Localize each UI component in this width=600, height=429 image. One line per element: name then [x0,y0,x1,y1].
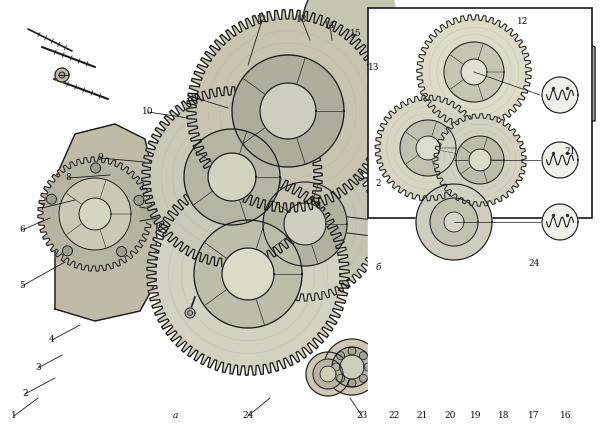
Polygon shape [514,79,526,91]
Text: 3: 3 [35,363,41,372]
Polygon shape [413,62,447,96]
Text: 6: 6 [19,226,25,235]
Polygon shape [116,247,127,257]
Polygon shape [260,83,316,139]
Polygon shape [517,55,579,117]
Polygon shape [340,355,364,379]
Text: 8: 8 [65,173,71,182]
Polygon shape [258,196,342,232]
Polygon shape [339,216,421,242]
Polygon shape [185,308,195,318]
Polygon shape [59,72,65,78]
Polygon shape [348,379,356,387]
Polygon shape [142,87,322,267]
Polygon shape [337,375,344,382]
Polygon shape [324,339,380,395]
Text: 4: 4 [49,335,55,344]
Polygon shape [147,173,349,375]
Polygon shape [542,204,578,240]
Polygon shape [571,52,589,70]
Text: 11: 11 [190,94,202,103]
Polygon shape [461,59,487,85]
Polygon shape [416,136,440,160]
Polygon shape [62,246,73,256]
Polygon shape [134,195,144,205]
Text: 7: 7 [39,203,45,212]
Polygon shape [300,0,400,138]
Polygon shape [542,142,578,178]
Text: 18: 18 [498,411,510,420]
Text: 23: 23 [356,411,368,420]
Polygon shape [571,98,589,116]
Polygon shape [565,39,595,121]
Polygon shape [368,211,592,421]
Polygon shape [444,42,504,102]
Text: 10: 10 [142,108,154,117]
Polygon shape [332,363,340,371]
Polygon shape [337,352,344,360]
Text: 2: 2 [22,390,28,399]
Polygon shape [484,75,500,91]
Bar [368,8,592,218]
Text: 1: 1 [11,411,17,420]
Polygon shape [194,220,302,328]
Text: 19: 19 [470,411,482,420]
Polygon shape [59,178,131,250]
Text: 22: 22 [388,411,400,420]
Polygon shape [434,114,526,206]
Polygon shape [320,366,336,382]
Polygon shape [475,66,509,100]
Text: а: а [172,411,178,420]
Polygon shape [444,212,464,232]
Polygon shape [306,352,350,396]
Text: 21: 21 [565,148,575,157]
Text: 13: 13 [296,15,308,24]
Polygon shape [422,71,438,87]
Polygon shape [416,184,492,260]
Text: 9: 9 [97,154,103,163]
Polygon shape [188,311,193,315]
Polygon shape [397,46,463,112]
Polygon shape [38,157,152,271]
Text: 24: 24 [242,411,254,420]
Polygon shape [364,363,372,371]
Polygon shape [400,120,456,176]
Polygon shape [453,74,467,88]
Polygon shape [359,352,367,360]
Polygon shape [55,124,158,321]
Polygon shape [469,149,491,171]
Polygon shape [431,52,488,109]
Polygon shape [187,10,389,212]
Polygon shape [430,198,478,246]
Text: 2: 2 [375,178,381,187]
Polygon shape [184,129,280,225]
Polygon shape [232,55,344,167]
Polygon shape [489,216,531,237]
Polygon shape [208,153,256,201]
Polygon shape [417,15,531,129]
Polygon shape [419,221,491,242]
Text: 5: 5 [19,281,25,290]
Polygon shape [541,79,555,93]
Polygon shape [542,77,578,113]
Polygon shape [456,136,504,184]
Text: 15: 15 [350,30,362,39]
Text: 12: 12 [517,18,529,27]
Text: 24: 24 [529,260,539,269]
Polygon shape [217,191,261,212]
Polygon shape [263,182,347,266]
Polygon shape [375,95,481,201]
Text: 13: 13 [368,63,380,73]
Polygon shape [79,198,111,230]
Polygon shape [359,375,367,382]
Text: б: б [375,263,381,272]
Polygon shape [284,203,326,245]
Polygon shape [46,194,56,204]
Polygon shape [313,359,343,389]
Text: 21: 21 [416,411,428,420]
Polygon shape [55,68,69,82]
Polygon shape [91,163,101,173]
Text: 12: 12 [256,15,268,24]
Polygon shape [332,347,372,387]
